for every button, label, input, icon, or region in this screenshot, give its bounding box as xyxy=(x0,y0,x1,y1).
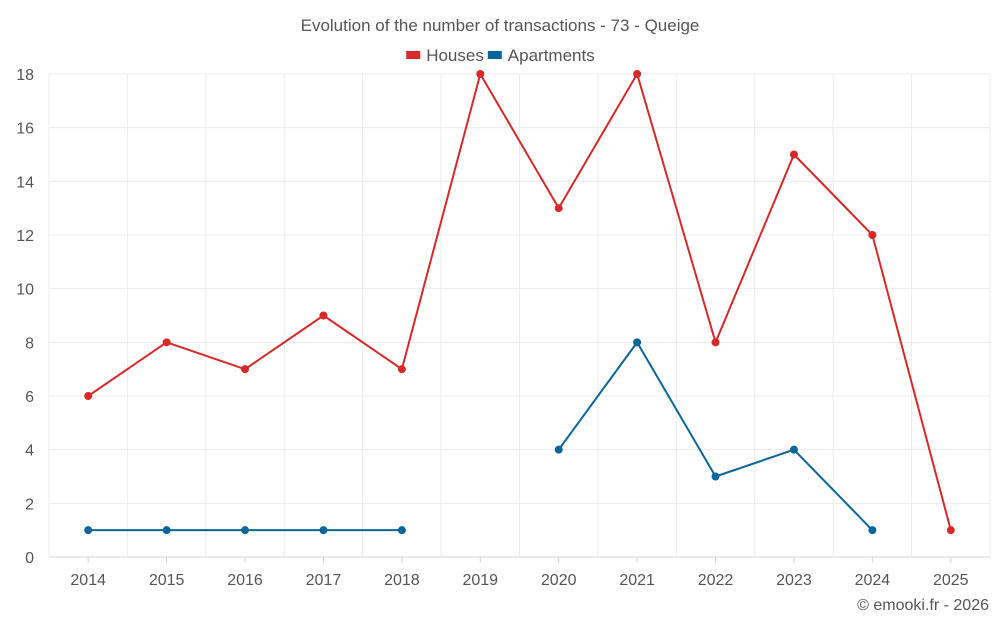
x-tick-label: 2018 xyxy=(384,572,420,589)
apartments-point-2023[interactable] xyxy=(789,445,798,454)
x-tick-label: 2020 xyxy=(541,572,577,589)
apartments-legend-swatch[interactable] xyxy=(487,51,502,59)
houses-point-2017[interactable] xyxy=(319,311,328,320)
x-tick-label: 2016 xyxy=(227,572,263,589)
houses-point-2024[interactable] xyxy=(868,231,877,239)
houses-point-2020[interactable] xyxy=(554,204,563,213)
y-tick-label: 10 xyxy=(16,282,34,299)
apartments-point-2018[interactable] xyxy=(397,526,406,535)
houses-point-2023[interactable] xyxy=(789,150,798,159)
apartments-point-2017[interactable] xyxy=(319,526,328,535)
y-tick-label: 14 xyxy=(16,174,34,191)
chart-title: Evolution of the number of transactions … xyxy=(301,16,700,35)
houses-point-2015[interactable] xyxy=(162,338,171,347)
y-tick-label: 0 xyxy=(25,550,34,567)
houses-legend-label[interactable]: Houses xyxy=(426,46,484,65)
y-tick-label: 6 xyxy=(25,389,34,406)
houses-point-2025[interactable] xyxy=(946,526,955,535)
apartments-point-2014[interactable] xyxy=(84,526,93,535)
x-tick-label: 2015 xyxy=(149,572,185,589)
legend: Houses Apartments xyxy=(406,46,595,65)
y-tick-label: 16 xyxy=(16,121,34,138)
houses-series-line xyxy=(87,73,952,531)
apartments-point-2015[interactable] xyxy=(162,526,171,535)
x-tick-label: 2019 xyxy=(462,572,498,589)
y-tick-label: 4 xyxy=(25,443,34,460)
houses-point-2022[interactable] xyxy=(711,338,720,347)
x-tick-label: 2025 xyxy=(933,572,969,589)
apartments-point-2024[interactable] xyxy=(868,526,877,535)
apartments-series-line xyxy=(557,341,874,531)
y-tick-label: 2 xyxy=(25,496,34,513)
apartments-legend-label[interactable]: Apartments xyxy=(508,46,595,65)
x-tick-label: 2022 xyxy=(698,572,734,589)
x-tick-label: 2023 xyxy=(776,572,812,589)
houses-point-2016[interactable] xyxy=(241,365,250,374)
houses-legend-swatch[interactable] xyxy=(406,51,421,59)
x-tick-label: 2014 xyxy=(70,572,106,589)
y-tick-label: 18 xyxy=(16,67,34,84)
credit-text: © emooki.fr - 2026 xyxy=(857,597,989,614)
apartments-point-2020[interactable] xyxy=(554,445,563,454)
grid-layer xyxy=(48,73,991,558)
apartments-point-2021[interactable] xyxy=(633,338,642,347)
houses-point-2021[interactable] xyxy=(633,70,642,78)
x-tick-label: 2024 xyxy=(855,572,891,589)
y-tick-label: 8 xyxy=(25,335,34,352)
houses-point-2014[interactable] xyxy=(84,392,93,400)
axis-layer: 0 2 4 6 8 10 12 14 16 18 2014 2015 2016 2017 2018 2019 2… xyxy=(16,67,968,589)
houses-point-2018[interactable] xyxy=(397,365,406,374)
apartments-point-2022[interactable] xyxy=(711,472,720,481)
apartments-point-2016[interactable] xyxy=(241,526,250,535)
x-tick-label: 2017 xyxy=(306,572,342,589)
y-tick-label: 12 xyxy=(16,228,34,245)
x-tick-label: 2021 xyxy=(619,572,655,589)
series-layer xyxy=(84,70,955,535)
houses-point-2019[interactable] xyxy=(476,70,485,78)
